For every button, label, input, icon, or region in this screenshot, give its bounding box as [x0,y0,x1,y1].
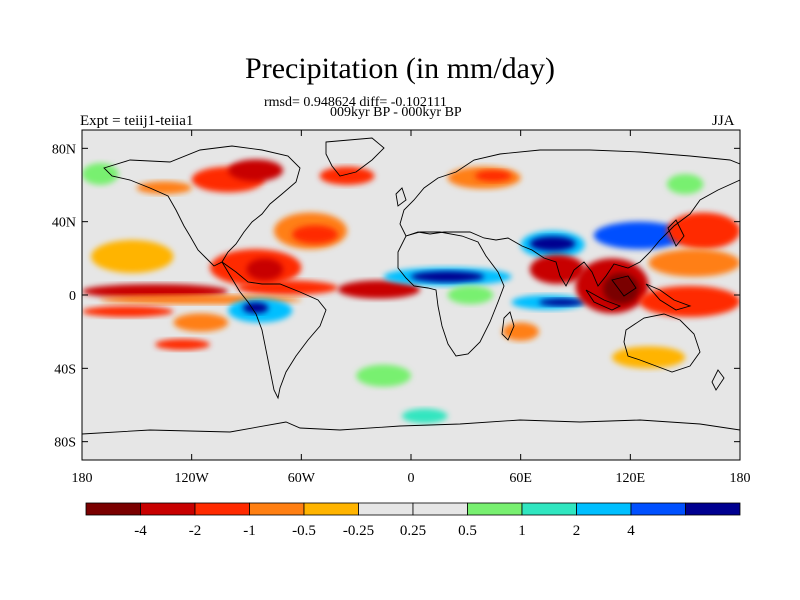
anomaly-region [538,298,585,307]
colorbar-label: 4 [627,523,635,539]
colorbar-label: -2 [189,523,202,539]
season-label: JJA [712,113,735,129]
lon-tick-label: 120E [616,471,646,486]
anomaly-region [173,313,229,332]
colorbar-swatch [685,502,741,516]
coastline-japan [667,219,685,247]
anomaly-region [356,364,412,387]
longitude-axis: 180 120W 60W 0 60E 120E 180 [72,130,751,486]
coastlines [82,137,740,435]
colorbar-swatch [576,502,632,516]
colorbar-swatch [358,502,414,516]
anomaly-region [337,280,421,299]
coastline-madagascar [501,311,515,341]
lon-tick-label: 60W [288,471,316,486]
lat-tick-label: 40N [52,216,76,231]
anomaly-region [246,258,284,281]
anomaly-region [91,240,174,273]
coastline-britain [395,187,407,207]
colorbar-label: -0.5 [292,523,316,539]
colorbar-swatch [630,502,686,516]
lon-tick-label: 0 [408,471,415,486]
colorbar-label: 0.5 [458,523,477,539]
colorbar-swatch [303,502,359,516]
coastline-north-america [103,145,301,267]
anomaly-region [474,170,512,182]
coastline-south-america [221,261,327,400]
colorbar-swatch [467,502,523,516]
coastline-antarctica [82,419,740,435]
colorbar-label: -4 [134,523,147,539]
lon-tick-label: 180 [730,471,751,486]
anomaly-region [612,346,686,369]
lat-tick-label: 80S [54,436,76,451]
stats-subtitle: rmsd= 0.948624 diff= -0.102111 [264,95,447,110]
anomaly-region [136,181,192,195]
anomaly-region [648,249,740,277]
lon-tick-label: 60E [509,471,532,486]
anomaly-region [529,254,585,284]
colorbar-label: 2 [573,523,581,539]
coastline-australia [623,313,701,373]
colorbar-swatch [412,502,468,516]
anomaly-region [502,322,539,341]
anomaly-region [639,285,740,317]
experiment-label: Expt = teiij1-teiia1 [80,113,194,129]
anomaly-region [666,174,704,195]
lon-tick-label: 120W [175,471,210,486]
colorbar-swatch [521,502,577,516]
colorbar-label: -0.25 [343,523,374,539]
anomaly-region [82,306,174,317]
plot-title: Precipitation (in mm/day) [245,52,555,85]
colorbar-swatch [249,502,305,516]
lat-tick-label: 80N [52,142,76,157]
coastline-indonesia [585,275,692,311]
anomaly-region [529,236,576,252]
anomaly-region [666,212,740,250]
lat-tick-label: 40S [54,362,76,377]
latitude-axis: 80N 40N 0 40S 80S [52,142,740,451]
lat-tick-label: 0 [69,289,76,304]
colorbar-label: 1 [518,523,526,539]
colorbar-label: 0.25 [400,523,426,539]
colorbar: -4 -2 -1 -0.5 -0.25 0.25 0.5 1 2 4 [85,502,741,539]
anomaly-region [593,221,686,250]
anomaly-region [155,339,210,350]
colorbar-swatch [194,502,250,516]
colorbar-swatch [85,502,141,516]
anomaly-region [82,284,229,299]
anomaly-region [319,166,375,185]
anomaly-region [228,159,284,182]
anomaly-region [401,408,448,424]
anomaly-field [82,159,740,424]
colorbar-label: -1 [243,523,256,539]
lon-tick-label: 180 [72,471,93,486]
coastline-greenland [325,137,385,177]
coastline-eurasia [399,149,740,287]
anomaly-region [447,285,494,305]
anomaly-region [82,163,119,185]
anomaly-region [411,271,485,283]
coastline-new-zealand [711,369,725,391]
coastline-africa [397,231,505,357]
period-subtitle: 009kyr BP - 000kyr BP [330,105,462,120]
colorbar-swatch [140,502,196,516]
anomaly-region [242,302,269,314]
anomaly-region [292,225,338,244]
